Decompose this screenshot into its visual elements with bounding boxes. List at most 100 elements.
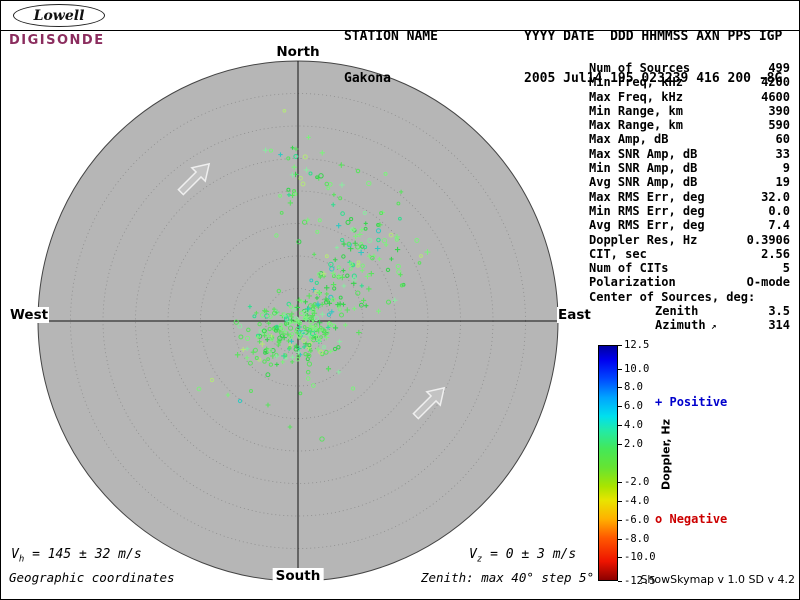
param-value: 590 — [768, 118, 790, 133]
source-point-negative — [340, 237, 345, 243]
source-point-negative — [326, 321, 332, 326]
param-label: Avg RMS Err, deg — [589, 218, 705, 233]
source-point-positive — [266, 320, 272, 326]
param-value: 19 — [775, 175, 790, 190]
source-point-positive — [343, 322, 348, 328]
source-point-negative — [249, 389, 253, 393]
source-point-positive — [357, 231, 363, 238]
zenith-range-note: Zenith: max 40° step 5° — [421, 570, 595, 585]
source-point-positive — [264, 337, 270, 342]
source-point-positive — [297, 324, 302, 330]
param-value: 314 — [768, 318, 790, 333]
colorbar-tick-mark — [618, 581, 622, 582]
param-label: Max Freq, kHz — [589, 89, 683, 104]
cardinal-east: East — [557, 307, 592, 323]
source-point-negative — [246, 327, 251, 333]
source-point-negative — [274, 233, 279, 238]
source-point-positive — [287, 200, 293, 206]
source-point-negative — [279, 211, 284, 215]
source-point-negative — [301, 330, 306, 336]
colorbar-tick-label: -12.5 — [624, 575, 656, 587]
source-point-positive — [328, 349, 334, 354]
source-point-negative — [339, 312, 344, 318]
source-point-negative — [417, 261, 422, 265]
circle-marker-icon: o — [655, 512, 663, 526]
param-row: Zenith 3.5 — [589, 304, 790, 318]
source-point-negative — [328, 294, 334, 300]
source-point-negative — [359, 244, 365, 249]
source-point-positive — [394, 234, 400, 240]
param-value: 60 — [775, 132, 790, 147]
source-point-negative — [267, 348, 273, 354]
source-point-negative — [288, 343, 293, 347]
source-point-negative — [358, 302, 364, 308]
param-label: CIT, sec — [589, 246, 647, 261]
colorbar-tick-label: -4.0 — [624, 494, 650, 507]
source-point-negative — [316, 337, 322, 343]
source-point-positive — [296, 345, 302, 352]
param-label: Azimuth ↗ — [655, 318, 717, 333]
source-point-negative — [308, 316, 313, 321]
source-point-negative — [286, 156, 291, 161]
cardinal-west: West — [9, 307, 50, 323]
source-point-positive — [323, 296, 329, 302]
source-point-positive — [374, 245, 381, 252]
source-point-negative — [301, 337, 307, 343]
param-value: 0.3906 — [746, 232, 790, 247]
coordinates-note: Geographic coordinates — [9, 570, 175, 585]
source-point-positive — [305, 217, 311, 223]
doppler-colorbar — [598, 345, 618, 581]
param-row: Avg SNR Amp, dB 19 — [589, 175, 790, 189]
param-label: Avg SNR Amp, dB — [589, 175, 698, 190]
vh-value: = 145 ± 32 m/s — [24, 547, 142, 562]
source-point-negative — [314, 280, 319, 286]
source-point-negative — [301, 219, 308, 225]
source-point-negative — [332, 286, 337, 291]
param-row: Max Amp, dB 60 — [589, 132, 790, 146]
params-panel: Num of Sources 499 Min Freq, kHz 4200 Max Fr… — [589, 61, 790, 335]
source-point-positive — [377, 256, 382, 262]
source-point-positive — [290, 145, 295, 150]
source-point-positive — [364, 303, 369, 308]
source-point-positive — [326, 300, 333, 306]
source-point-negative — [268, 148, 274, 153]
azimuth-direction-icon: ↗ — [705, 322, 717, 333]
source-point-negative — [302, 309, 308, 315]
param-value: 5 — [782, 261, 790, 276]
source-point-negative — [356, 260, 361, 265]
source-point-positive — [376, 308, 381, 314]
source-point-positive — [324, 285, 330, 291]
param-row: Min SNR Amp, dB 9 — [589, 161, 790, 175]
source-point-negative — [319, 327, 323, 332]
source-point-positive — [289, 192, 296, 199]
positive-legend: + Positive — [655, 395, 727, 409]
source-point-positive — [316, 319, 323, 326]
source-point-negative — [257, 321, 262, 327]
source-point-negative — [388, 232, 394, 238]
source-point-negative — [308, 171, 313, 176]
source-point-negative — [332, 346, 338, 352]
source-point-negative — [379, 211, 384, 216]
source-point-positive — [277, 329, 283, 335]
source-point-negative — [360, 263, 365, 268]
source-point-positive — [274, 353, 280, 359]
source-point-positive — [274, 362, 280, 367]
source-point-positive — [337, 339, 342, 344]
source-point-negative — [381, 238, 388, 244]
source-point-positive — [338, 162, 345, 168]
source-point-negative — [307, 343, 312, 348]
param-label: Max SNR Amp, dB — [589, 146, 698, 161]
source-point-positive — [264, 346, 269, 351]
positive-label-text: Positive — [669, 395, 728, 409]
source-point-negative — [300, 330, 305, 335]
param-value: 2.56 — [761, 246, 790, 261]
source-point-positive — [366, 253, 372, 259]
param-label: Doppler Res, Hz — [589, 232, 698, 247]
source-point-negative — [286, 301, 292, 307]
source-point-negative — [326, 312, 332, 317]
source-point-negative — [286, 187, 291, 192]
colorbar-tick-mark — [618, 368, 622, 370]
source-point-negative — [336, 265, 341, 270]
